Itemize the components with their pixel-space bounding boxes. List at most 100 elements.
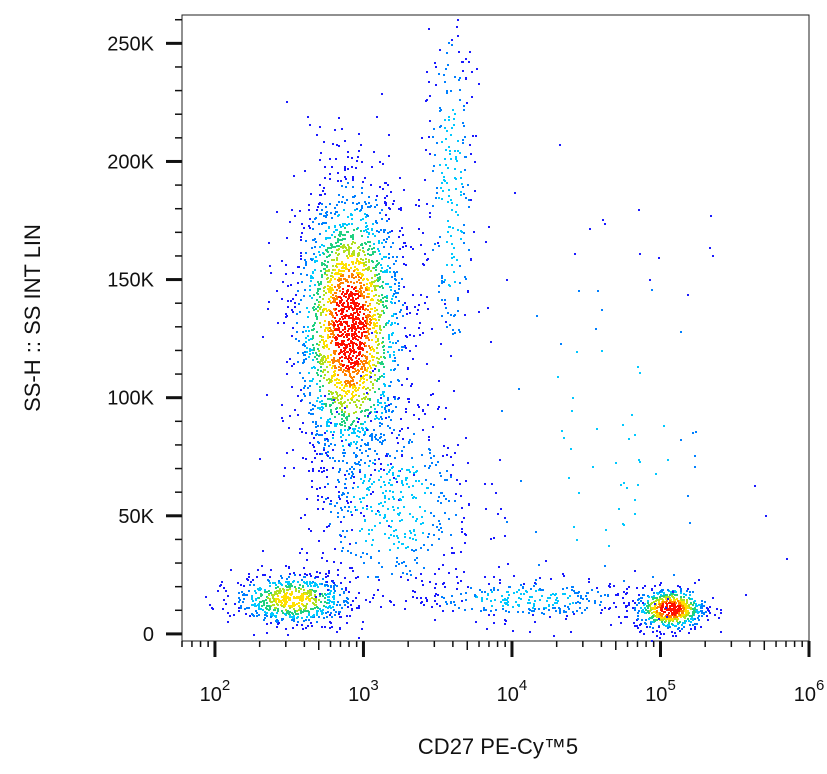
data-point: [379, 161, 381, 163]
data-point: [642, 602, 644, 604]
data-point: [708, 610, 710, 612]
data-point: [353, 452, 355, 454]
data-point: [302, 594, 304, 596]
data-point: [334, 269, 336, 271]
data-point: [628, 586, 630, 588]
data-point: [390, 346, 392, 348]
data-point: [384, 229, 386, 231]
data-point: [356, 373, 358, 375]
data-point: [680, 590, 682, 592]
data-point: [701, 603, 703, 605]
data-point: [334, 401, 336, 403]
data-point: [336, 211, 338, 213]
data-point: [408, 486, 410, 488]
data-point: [309, 289, 311, 291]
data-point: [257, 604, 259, 606]
data-point: [319, 386, 321, 388]
data-point: [293, 467, 295, 469]
data-point: [352, 179, 354, 181]
data-point: [336, 229, 338, 231]
data-point: [345, 296, 347, 298]
data-point: [359, 363, 361, 365]
data-point: [348, 317, 350, 319]
data-point: [674, 604, 676, 606]
data-point: [451, 595, 453, 597]
data-point: [659, 631, 661, 633]
data-point: [390, 463, 392, 465]
data-point: [668, 596, 670, 598]
data-point: [363, 365, 365, 367]
data-point: [372, 383, 374, 385]
data-point: [316, 318, 318, 320]
data-point: [411, 549, 413, 551]
data-point: [490, 589, 492, 591]
data-point: [310, 575, 312, 577]
data-point: [303, 359, 305, 361]
data-point: [308, 356, 310, 358]
data-point: [264, 589, 266, 591]
data-point: [370, 474, 372, 476]
data-point: [327, 329, 329, 331]
data-point: [334, 584, 336, 586]
data-point: [358, 246, 360, 248]
data-point: [299, 311, 301, 313]
data-point: [563, 575, 565, 577]
data-point: [586, 607, 588, 609]
data-point: [360, 282, 362, 284]
data-point: [327, 277, 329, 279]
data-point: [260, 593, 262, 595]
data-point: [327, 607, 329, 609]
data-point: [692, 604, 694, 606]
data-point: [349, 373, 351, 375]
data-point: [573, 613, 575, 615]
data-point: [323, 253, 325, 255]
data-point: [676, 616, 678, 618]
data-point: [312, 271, 314, 273]
data-point: [276, 211, 278, 213]
data-point: [386, 473, 388, 475]
data-point: [428, 533, 430, 535]
data-point: [464, 169, 466, 171]
data-point: [666, 609, 668, 611]
data-point: [350, 350, 352, 352]
data-point: [683, 614, 685, 616]
data-point: [554, 594, 556, 596]
data-point: [325, 314, 327, 316]
data-point: [308, 225, 310, 227]
data-point: [395, 313, 397, 315]
data-point: [291, 309, 293, 311]
data-point: [385, 490, 387, 492]
data-point: [638, 602, 640, 604]
data-point: [285, 565, 287, 567]
data-point: [325, 270, 327, 272]
data-point: [364, 242, 366, 244]
data-point: [455, 158, 457, 160]
data-point: [361, 361, 363, 363]
data-point: [367, 253, 369, 255]
data-point: [302, 422, 304, 424]
data-point: [334, 236, 336, 238]
data-point: [680, 592, 682, 594]
data-point: [326, 616, 328, 618]
data-point: [248, 607, 250, 609]
data-point: [361, 295, 363, 297]
data-point: [317, 499, 319, 501]
data-point: [341, 267, 343, 269]
data-point: [347, 168, 349, 170]
data-point: [660, 594, 662, 596]
data-point: [393, 396, 395, 398]
data-point: [378, 470, 380, 472]
data-point: [263, 604, 265, 606]
data-point: [319, 194, 321, 196]
data-point: [375, 269, 377, 271]
data-point: [433, 455, 435, 457]
data-point: [344, 238, 346, 240]
data-point: [431, 544, 433, 546]
data-point: [288, 427, 290, 429]
data-point: [341, 409, 343, 411]
data-point: [457, 229, 459, 231]
data-point: [454, 177, 456, 179]
data-point: [334, 292, 336, 294]
data-point: [324, 166, 326, 168]
data-point: [303, 267, 305, 269]
